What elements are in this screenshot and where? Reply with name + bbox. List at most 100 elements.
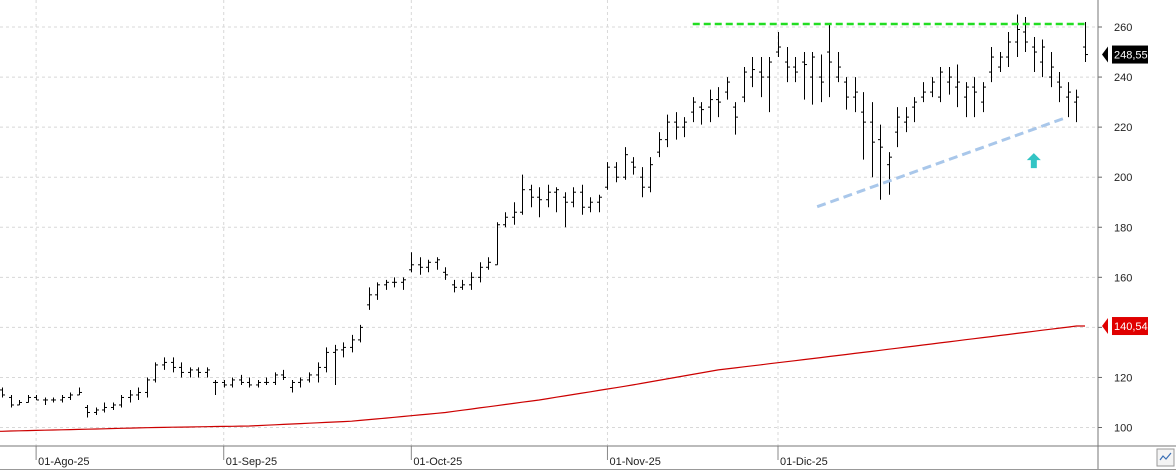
ohlc-bar — [887, 152, 892, 195]
ohlc-bar — [26, 394, 31, 403]
ohlc-bar — [0, 387, 5, 398]
ohlc-bar — [443, 267, 448, 280]
ohlc-bar — [682, 117, 687, 138]
ohlc-bar — [452, 279, 457, 293]
ohlc-bar — [307, 372, 312, 383]
ohlc-bar — [546, 184, 551, 208]
ohlc-bar — [145, 377, 150, 398]
ohlc-bar — [9, 394, 14, 408]
ohlc-bar — [1032, 37, 1037, 73]
ohlc-bar — [102, 402, 107, 413]
ohlc-bar — [119, 394, 124, 408]
x-tick-label: 01-Oct-25 — [413, 456, 462, 468]
ohlc-bar — [640, 167, 645, 198]
ohlc-bar — [341, 342, 346, 358]
ohlc-bar — [375, 282, 380, 300]
ohlc-series — [0, 14, 1088, 418]
ohlc-bar — [43, 397, 48, 405]
ohlc-bar — [742, 67, 747, 103]
ohlc-bar — [17, 399, 22, 406]
ohlc-bar — [1040, 39, 1045, 78]
ohlc-bar — [136, 387, 141, 400]
ohlc-bar — [1074, 89, 1079, 123]
ohlc-bar — [290, 379, 295, 393]
ohlc-bar — [426, 259, 431, 273]
ohlc-bar — [989, 47, 994, 83]
ohlc-bar — [554, 187, 559, 213]
ohlc-bar — [912, 97, 917, 123]
ohlc-bar — [708, 89, 713, 123]
ohlc-bar — [503, 212, 508, 228]
ohlc-bar — [111, 402, 116, 410]
last-price-label: 248,55 — [1102, 45, 1148, 64]
ohlc-bar — [316, 362, 321, 383]
last-price-label-pointer — [1102, 46, 1108, 63]
ohlc-bar — [571, 187, 576, 208]
arrow-up-icon — [1026, 153, 1041, 169]
last-price-label-box — [1112, 45, 1148, 64]
x-tick-label: 01-Ago-25 — [38, 456, 89, 468]
last-price-label-text: 248,55 — [1114, 50, 1148, 62]
ohlc-bar — [153, 362, 158, 383]
ohlc-bar — [802, 52, 807, 100]
ohlc-bar — [861, 92, 866, 160]
ohlc-bar — [878, 124, 883, 200]
ohlc-bar — [77, 387, 82, 396]
ohlc-bar — [1057, 72, 1062, 103]
ohlc-bar — [691, 97, 696, 123]
scale-toggle-box — [1156, 448, 1175, 467]
ohlc-bar — [597, 194, 602, 213]
ohlc-bar — [367, 287, 372, 310]
ohlc-bar — [256, 379, 261, 388]
y-tick-label: 100 — [1114, 423, 1132, 435]
scale-toggle-button[interactable] — [1156, 448, 1175, 467]
ohlc-bar — [733, 102, 738, 135]
ohlc-bar — [51, 397, 56, 403]
ohlc-bar — [563, 192, 568, 228]
ohlc-bar — [350, 334, 355, 353]
ohlc-bar — [60, 394, 65, 403]
ohlc-bar — [324, 347, 329, 373]
ohlc-bar — [623, 147, 628, 180]
ohlc-bar — [827, 24, 832, 98]
ohlc-bar — [785, 47, 790, 83]
x-tick-label: 01-Dic-25 — [780, 456, 828, 468]
x-tick-label: 01-Nov-25 — [609, 456, 660, 468]
ohlc-bar — [409, 252, 414, 273]
ohlc-bar — [486, 257, 491, 270]
ohlc-bar — [972, 77, 977, 118]
ohlc-bar — [213, 379, 218, 395]
y-tick-label: 160 — [1114, 272, 1132, 284]
moving-average-series — [0, 325, 1085, 432]
y-tick-label: 180 — [1114, 222, 1132, 234]
ohlc-bar — [750, 57, 755, 88]
ohlc-bar — [699, 102, 704, 125]
ohlc-bar — [767, 57, 772, 113]
ohlc-bar — [529, 184, 534, 208]
ohlc-bar — [759, 57, 764, 98]
x-tick-label: 01-Sep-25 — [226, 456, 277, 468]
ohlc-bar — [998, 52, 1003, 73]
ohlc-bar — [844, 77, 849, 110]
ohlc-bar — [648, 157, 653, 193]
ohlc-bar — [179, 362, 184, 378]
moving-average-label-box — [1112, 317, 1148, 336]
ohlc-bar — [162, 357, 167, 370]
ohlc-bar — [1049, 52, 1054, 88]
ohlc-bar — [614, 162, 619, 183]
ohlc-bar — [981, 82, 986, 113]
y-tick-label: 200 — [1114, 172, 1132, 184]
ohlc-bar — [537, 187, 542, 218]
ohlc-bar — [188, 367, 193, 378]
ohlc-bar — [333, 344, 338, 385]
y-tick-label: 240 — [1114, 72, 1132, 84]
ohlc-bar — [1066, 82, 1071, 118]
ohlc-bar — [435, 257, 440, 270]
ohlc-bar — [853, 77, 858, 113]
ohlc-bar — [947, 67, 952, 95]
ohlc-bar — [776, 32, 781, 58]
ohlc-bar — [512, 202, 517, 225]
ohlc-bar — [298, 377, 303, 388]
